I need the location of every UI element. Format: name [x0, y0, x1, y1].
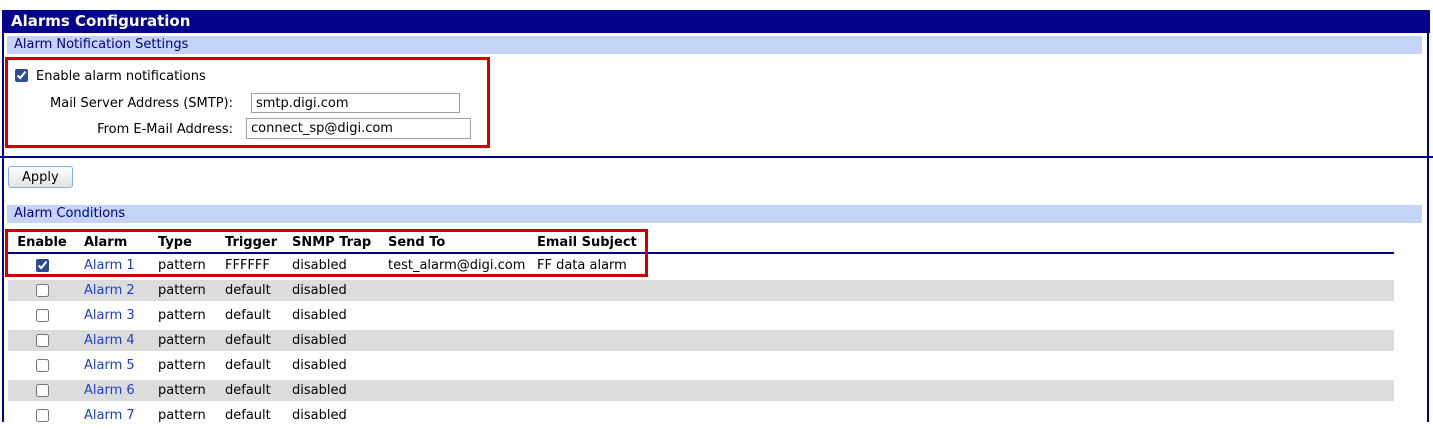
enable-notifications-checkbox[interactable]: [15, 69, 28, 82]
alarm-7-enable-checkbox[interactable]: [35, 409, 49, 422]
alarm-1-enable-checkbox[interactable]: [35, 259, 49, 272]
alarm-2-type: pattern: [158, 283, 206, 298]
enable-notifications-label: Enable alarm notifications: [36, 69, 206, 84]
table-row-alarm-6: Alarm 6 pattern default disabled: [8, 380, 1394, 401]
alarm-6-type: pattern: [158, 383, 206, 398]
alarm-conditions-table: Enable Alarm Type Trigger SNMP Trap Send…: [8, 232, 1394, 430]
alarm-1-email-subject: FF data alarm: [537, 258, 627, 273]
alarm-1-send-to: test_alarm@digi.com: [388, 258, 526, 273]
alarm-6-enable-checkbox[interactable]: [35, 384, 49, 397]
column-header-type: Type: [158, 234, 192, 250]
alarm-1-snmp-trap: disabled: [292, 258, 347, 273]
table-row-alarm-7: Alarm 7 pattern default disabled: [8, 405, 1394, 426]
alarm-5-snmp-trap: disabled: [292, 358, 347, 373]
alarm-7-type: pattern: [158, 408, 206, 423]
apply-button[interactable]: Apply: [8, 166, 73, 188]
alarm-2-enable-checkbox[interactable]: [35, 284, 49, 297]
alarm-5-trigger: default: [225, 358, 271, 373]
alarm-5-type: pattern: [158, 358, 206, 373]
section-header-notification-settings: Alarm Notification Settings: [7, 36, 1422, 54]
column-header-alarm: Alarm: [84, 234, 128, 250]
page-left-border: [2, 10, 4, 422]
alarm-3-type: pattern: [158, 308, 206, 323]
page-right-border: [1427, 33, 1429, 422]
table-header-row: Enable Alarm Type Trigger SNMP Trap Send…: [8, 232, 1394, 254]
alarm-7-link[interactable]: Alarm 7: [84, 408, 135, 423]
alarm-6-snmp-trap: disabled: [292, 383, 347, 398]
alarm-2-snmp-trap: disabled: [292, 283, 347, 298]
alarm-3-trigger: default: [225, 308, 271, 323]
from-email-label: From E-Mail Address:: [97, 122, 233, 137]
alarm-7-trigger: default: [225, 408, 271, 423]
alarm-4-type: pattern: [158, 333, 206, 348]
alarm-2-link[interactable]: Alarm 2: [84, 283, 135, 298]
alarm-6-trigger: default: [225, 383, 271, 398]
smtp-address-input[interactable]: [251, 93, 460, 113]
page-title: Alarms Configuration: [2, 10, 1430, 33]
column-header-snmp-trap: SNMP Trap: [292, 234, 372, 250]
alarm-3-enable-checkbox[interactable]: [35, 309, 49, 322]
alarm-3-link[interactable]: Alarm 3: [84, 308, 135, 323]
column-header-enable: Enable: [17, 234, 67, 250]
alarm-4-link[interactable]: Alarm 4: [84, 333, 135, 348]
table-row-alarm-1: Alarm 1 pattern FFFFFF disabled test_ala…: [8, 255, 1394, 276]
alarm-2-trigger: default: [225, 283, 271, 298]
alarm-1-trigger: FFFFFF: [225, 258, 270, 273]
alarm-1-type: pattern: [158, 258, 206, 273]
alarm-4-snmp-trap: disabled: [292, 333, 347, 348]
table-row-alarm-5: Alarm 5 pattern default disabled: [8, 355, 1394, 376]
table-row-alarm-4: Alarm 4 pattern default disabled: [8, 330, 1394, 351]
alarm-5-enable-checkbox[interactable]: [35, 359, 49, 372]
alarm-6-link[interactable]: Alarm 6: [84, 383, 135, 398]
alarm-1-link[interactable]: Alarm 1: [84, 258, 135, 273]
table-row-alarm-2: Alarm 2 pattern default disabled: [8, 280, 1394, 301]
table-row-alarm-3: Alarm 3 pattern default disabled: [8, 305, 1394, 326]
section-divider: [0, 156, 1433, 158]
alarm-4-trigger: default: [225, 333, 271, 348]
alarm-3-snmp-trap: disabled: [292, 308, 347, 323]
smtp-address-label: Mail Server Address (SMTP):: [50, 96, 233, 111]
column-header-trigger: Trigger: [225, 234, 278, 250]
alarm-4-enable-checkbox[interactable]: [35, 334, 49, 347]
section-header-alarm-conditions: Alarm Conditions: [7, 205, 1422, 223]
column-header-send-to: Send To: [388, 234, 446, 250]
alarm-5-link[interactable]: Alarm 5: [84, 358, 135, 373]
alarm-7-snmp-trap: disabled: [292, 408, 347, 423]
from-email-input[interactable]: [246, 118, 471, 139]
column-header-email-subject: Email Subject: [537, 234, 637, 250]
